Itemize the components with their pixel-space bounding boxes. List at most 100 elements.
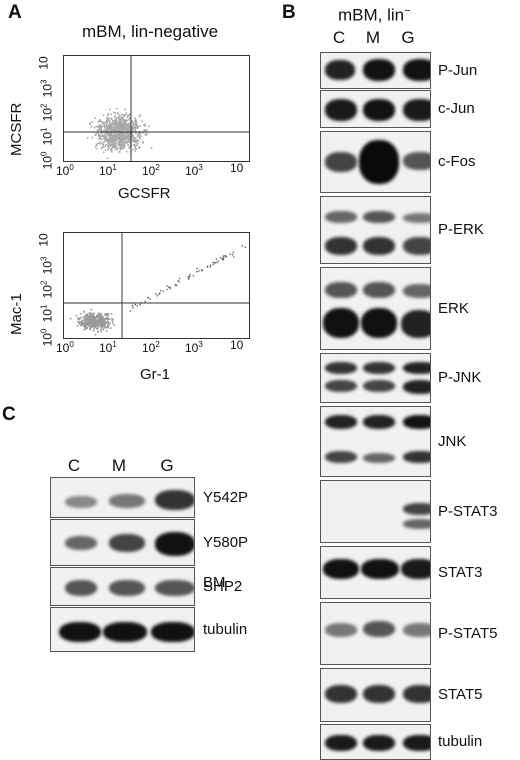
plot2-event-dot xyxy=(86,327,89,329)
plot1-event-dot xyxy=(102,145,104,147)
plot2-event-dot xyxy=(97,322,100,325)
plot1-event-dot xyxy=(99,120,102,122)
tick-base: 10 xyxy=(40,285,55,299)
plot1-event-dot xyxy=(117,134,120,137)
panel-b-9-band xyxy=(325,623,357,637)
plot2-event-dot xyxy=(110,317,113,320)
plot2-event-dot xyxy=(87,317,89,320)
plot2-event-dot xyxy=(95,324,97,326)
plot1-event-dot xyxy=(123,129,125,131)
plot1-event-dot xyxy=(144,129,146,131)
plot2-event-dot xyxy=(233,256,235,258)
plot1-event-dot xyxy=(110,136,112,139)
tick-exponent: 2 xyxy=(39,103,49,109)
plot1-event-dot xyxy=(126,141,129,143)
plot1-event-dot xyxy=(104,129,106,132)
plot2-event-dot xyxy=(98,318,101,320)
plot1-event-dot xyxy=(128,129,130,132)
plot1-event-dot xyxy=(109,138,111,141)
plot1-event-dot xyxy=(134,140,136,142)
plot2-event-dot xyxy=(178,281,180,283)
plot1-event-dot xyxy=(99,119,101,121)
plot1-event-dot xyxy=(116,134,119,136)
plot1-event-dot xyxy=(134,123,137,126)
plot1-event-dot xyxy=(106,114,109,117)
plot1-event-dot xyxy=(117,140,119,143)
plot1-event-dot xyxy=(86,137,89,139)
plot1-event-dot xyxy=(122,141,125,143)
panel-b-3-label: P-ERK xyxy=(438,221,484,238)
panel-b-5-band xyxy=(363,380,395,392)
plot2-event-dot xyxy=(110,313,113,315)
plot2-event-dot xyxy=(109,322,111,325)
plot2-event-dot xyxy=(196,267,198,270)
plot1-event-dot xyxy=(135,121,138,124)
plot1-event-dot xyxy=(108,147,110,149)
plot2-event-dot xyxy=(99,314,101,317)
plot2-event-dot xyxy=(107,323,110,325)
plot2-event-dot xyxy=(76,325,79,327)
panel-b-7-label: P-STAT3 xyxy=(438,502,498,520)
plot1-event-dot xyxy=(104,136,107,139)
plot2-event-dot xyxy=(156,295,158,297)
plot2-event-dot xyxy=(86,314,88,316)
plot1-event-dot xyxy=(101,126,103,128)
plot1-event-dot xyxy=(127,137,130,140)
plot2-event-dot xyxy=(92,315,95,318)
plot1-event-dot xyxy=(121,132,123,134)
plot1-event-dot xyxy=(118,143,121,146)
plot1-event-dot xyxy=(112,128,115,131)
panel-b-10-label: STAT5 xyxy=(438,686,483,703)
plot2-event-dot xyxy=(90,318,93,320)
plot1-event-dot xyxy=(116,147,119,149)
plot1-event-dot xyxy=(134,117,136,120)
plot2-event-dot xyxy=(85,327,88,329)
plot1-event-dot xyxy=(89,122,91,125)
plot1-event-dot xyxy=(122,116,124,119)
plot1-event-dot xyxy=(120,137,123,140)
plot1-event-dot xyxy=(122,138,125,141)
plot1-event-dot xyxy=(103,136,106,138)
plot1-event-dot xyxy=(108,140,110,142)
tick-exponent: 0 xyxy=(39,328,49,334)
plot1-event-dot xyxy=(123,147,125,150)
plot2-event-dot xyxy=(103,319,106,321)
panel-b-letter: B xyxy=(282,2,296,23)
tick-base: 10 xyxy=(185,341,199,355)
plot2-event-dot xyxy=(108,318,111,321)
plot2-event-dot xyxy=(93,312,95,315)
plot1-event-dot xyxy=(128,139,130,142)
plot1-event-dot xyxy=(114,144,116,147)
plot1-event-dot xyxy=(106,130,108,133)
plot1-event-dot xyxy=(109,145,112,147)
plot2-event-dot xyxy=(101,319,104,321)
plot1-event-dot xyxy=(141,132,144,134)
plot1-event-dot xyxy=(112,111,115,114)
plot1-ytick: 100 xyxy=(39,152,54,170)
plot2-event-dot xyxy=(93,326,95,329)
plot1-event-dot xyxy=(105,140,107,142)
plot2-event-dot xyxy=(96,328,98,330)
plot1-event-dot xyxy=(112,139,114,142)
plot2-event-dot xyxy=(84,325,86,328)
plot1-event-dot xyxy=(103,129,105,132)
plot2-event-dot xyxy=(84,323,86,326)
plot2-event-dot xyxy=(101,316,103,319)
plot1-event-dot xyxy=(135,144,138,147)
tick-exponent: 3 xyxy=(39,256,49,262)
plot1-event-dot xyxy=(124,142,126,145)
plot2-event-dot xyxy=(86,319,88,321)
panel-b-lane-g: G xyxy=(401,28,415,47)
plot2-event-dot xyxy=(198,270,200,272)
plot2-event-dot xyxy=(222,255,224,257)
plot2-event-dot xyxy=(225,256,227,258)
plot1-event-dot xyxy=(106,122,108,125)
plot2-ytick: 101 xyxy=(39,305,54,323)
plot1-event-dot xyxy=(125,132,128,134)
plot2-event-dot xyxy=(100,325,103,328)
panel-b-5-label: P-JNK xyxy=(438,369,482,386)
plot2-event-dot xyxy=(147,297,149,299)
plot1-event-dot xyxy=(107,117,110,119)
plot1-event-dot xyxy=(138,132,140,135)
plot2-event-dot xyxy=(87,317,90,320)
